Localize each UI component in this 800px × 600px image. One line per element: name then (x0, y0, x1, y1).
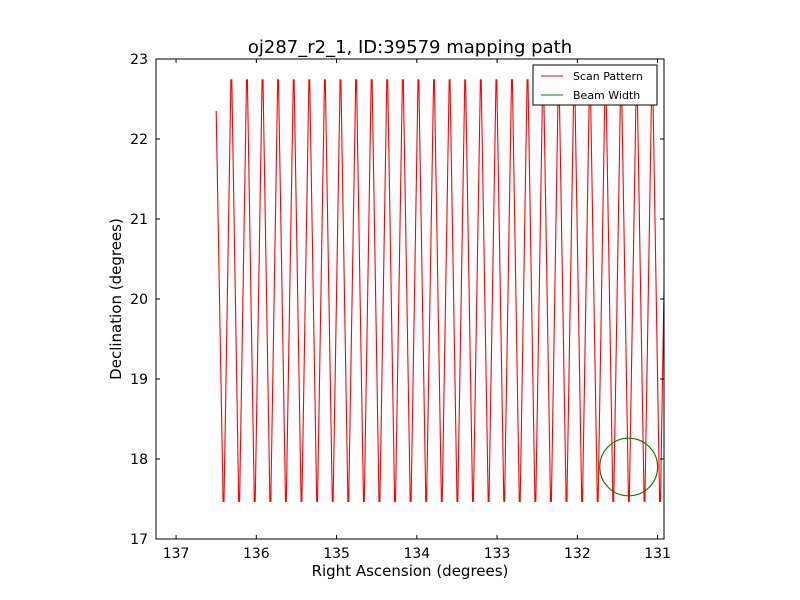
legend-box (532, 64, 658, 106)
y-tick-label: 18 (130, 452, 148, 468)
legend-label-scan-pattern: Scan Pattern (573, 70, 643, 83)
x-axis-label: Right Ascension (degrees) (312, 562, 509, 580)
plot-area: 137 136 135 134 133 132 131 17 18 19 20 21 22 23 (130, 52, 671, 562)
y-axis-label: Declination (degrees) (107, 218, 125, 380)
y-tick-label: 21 (130, 212, 148, 228)
y-tick-label: 23 (130, 52, 148, 68)
beam-width-circle (599, 437, 659, 497)
y-tick-label: 20 (130, 292, 148, 308)
x-tick-label: 134 (403, 546, 430, 562)
x-tick-label: 133 (484, 546, 511, 562)
x-tick-label: 136 (243, 546, 270, 562)
y-tick-label: 19 (130, 372, 148, 388)
y-tick-label: 17 (130, 532, 148, 548)
x-tick-label: 131 (644, 546, 671, 562)
x-tick-label: 132 (564, 546, 591, 562)
legend: Scan Pattern Beam Width (532, 64, 658, 106)
y-tick-label: 22 (130, 132, 148, 148)
legend-label-beam-width: Beam Width (573, 89, 640, 102)
x-tick-label: 135 (323, 546, 350, 562)
chart-title: oj287_r2_1, ID:39579 mapping path (248, 37, 572, 58)
x-tick-label: 137 (163, 546, 190, 562)
scan-pattern-line (215, 79, 664, 502)
